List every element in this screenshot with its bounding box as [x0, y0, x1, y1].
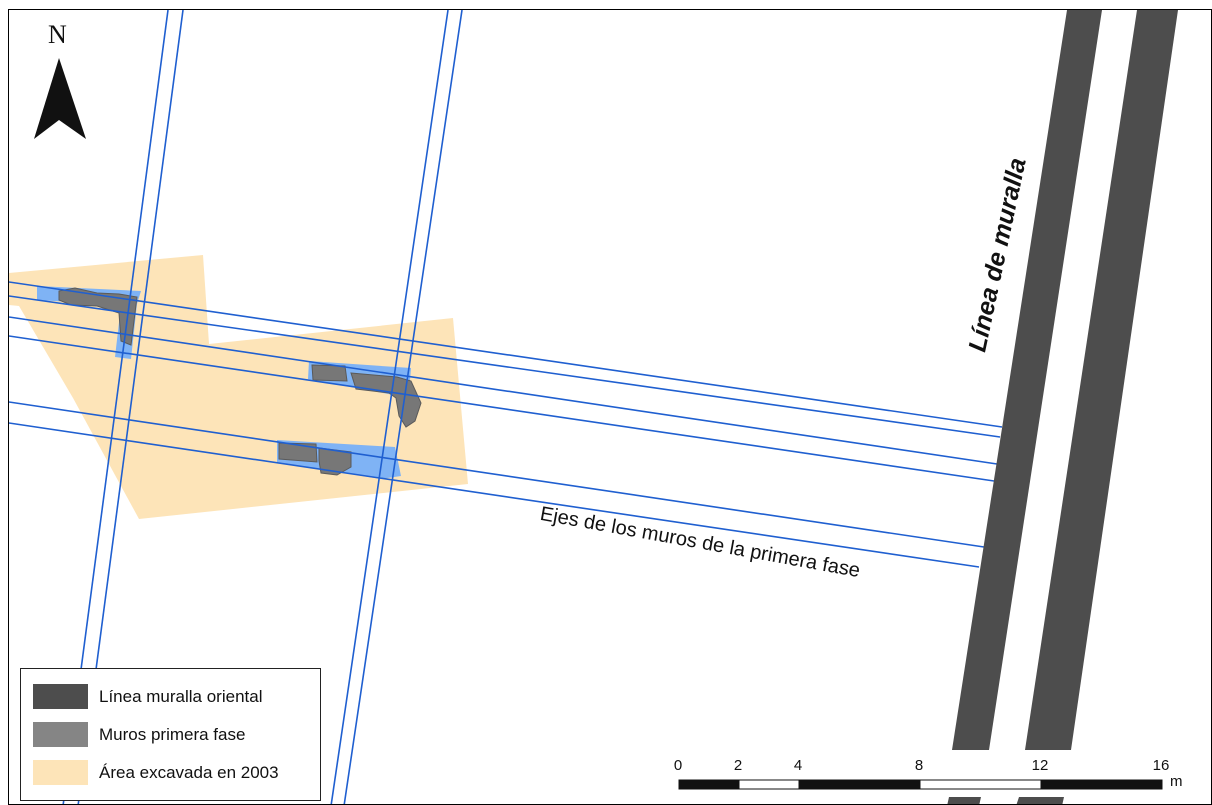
- axis-line: [9, 422, 980, 568]
- legend-label: Área excavada en 2003: [99, 763, 279, 782]
- legend-label: Muros primera fase: [99, 725, 246, 744]
- wall-remains-central-a: [311, 364, 348, 382]
- scale-unit-label: m: [1170, 773, 1183, 790]
- city-wall: [947, 10, 1178, 804]
- scale-tick-label: 16: [1152, 757, 1170, 774]
- axis-line: [9, 401, 985, 548]
- axis-line: [9, 295, 1001, 438]
- axis-line: [343, 10, 463, 804]
- scale-tick-label: 0: [673, 757, 683, 774]
- wall-band-inner: [952, 10, 1102, 750]
- walls-phase-swatch-icon: [33, 722, 88, 747]
- scale-tick-label: 12: [1031, 757, 1049, 774]
- axis-line: [9, 281, 1003, 428]
- wall-swatch-icon: [33, 684, 88, 709]
- scale-tick-label: 2: [733, 757, 743, 774]
- wall-band-inner-fragment: [947, 797, 981, 804]
- wall-remains-south-a: [278, 442, 318, 463]
- legend: Línea muralla oriental Muros primera fas…: [20, 668, 321, 801]
- wall-band-outer: [1025, 10, 1178, 750]
- axis-line: [9, 335, 995, 482]
- scale-tick-label: 4: [793, 757, 803, 774]
- map-canvas: [9, 10, 1178, 804]
- legend-item-wall: Línea muralla oriental: [33, 683, 313, 715]
- legend-item-excavated: Área excavada en 2003: [33, 759, 313, 791]
- legend-label: Línea muralla oriental: [99, 687, 263, 706]
- axis-line: [330, 10, 449, 804]
- scale-tick-label: 8: [914, 757, 924, 774]
- legend-item-walls-phase: Muros primera fase: [33, 721, 313, 753]
- wall-remains: [58, 287, 422, 476]
- wall-band-outer-fragment: [1016, 797, 1064, 804]
- north-label: N: [48, 20, 67, 49]
- wall-remains-south-b: [318, 447, 352, 476]
- excavated-swatch-icon: [33, 760, 88, 785]
- north-arrow-icon: [34, 58, 86, 139]
- wall-axes: [9, 10, 1003, 804]
- axis-line: [9, 316, 998, 465]
- scale-bar-graphic: [678, 779, 1163, 790]
- wall-remains-central-b: [350, 372, 422, 428]
